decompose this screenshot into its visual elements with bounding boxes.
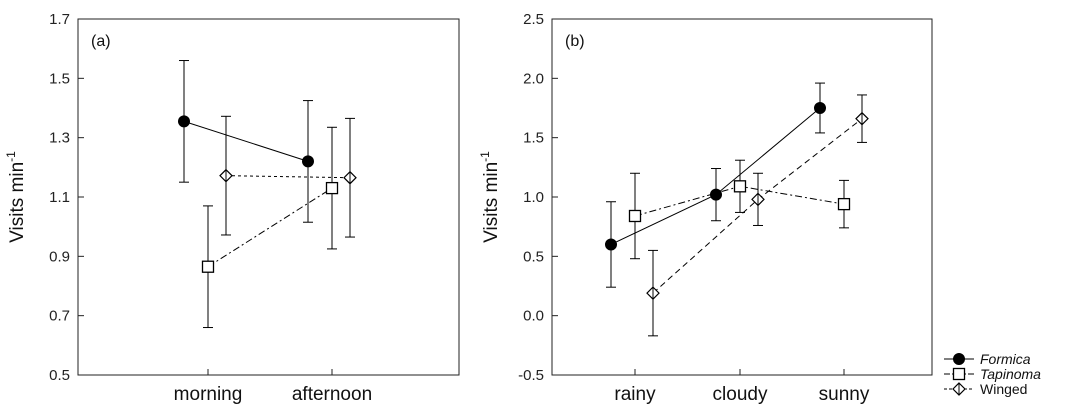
series-tapinoma — [628, 159, 851, 260]
y-tick-label: 1.5 — [49, 70, 70, 87]
data-point — [325, 181, 339, 195]
y-tick-label: 2.0 — [523, 70, 544, 87]
y-axis-label-text: Visits min — [7, 162, 28, 243]
y-tick-label: -0.5 — [518, 367, 544, 384]
x-category-label: cloudy — [713, 384, 768, 405]
x-category-label: afternoon — [292, 384, 372, 405]
panel-label: (b) — [565, 33, 585, 50]
legend-label: Formica — [980, 351, 1031, 367]
series-line — [225, 175, 351, 179]
data-point — [733, 180, 747, 193]
y-tick-label: 0.0 — [523, 308, 544, 325]
x-category-label: rainy — [614, 384, 656, 405]
legend-marker — [952, 367, 966, 381]
data-point — [837, 197, 851, 211]
y-tick-label: 2.5 — [523, 11, 544, 28]
series-line — [183, 120, 309, 162]
y-tick-label: 0.9 — [49, 248, 70, 265]
legend-item-tapinoma: Tapinoma — [944, 366, 1041, 382]
legend-label: Winged — [980, 381, 1027, 397]
data-point — [302, 155, 314, 168]
legend-marker — [952, 382, 966, 396]
series-winged — [219, 115, 357, 238]
legend-label: Tapinoma — [980, 366, 1041, 382]
series-tapinoma — [201, 126, 339, 329]
data-point — [219, 168, 233, 183]
x-category-label: morning — [174, 384, 243, 405]
y-axis-label-superscript: -1 — [478, 151, 492, 162]
plot-frame — [77, 18, 460, 376]
series-formica — [178, 60, 314, 223]
y-axis-label-superscript: -1 — [4, 151, 18, 162]
series-line — [207, 187, 333, 268]
data-point — [751, 192, 765, 207]
panel-b: -0.5 0.0 0.5 1.0 1.5 2.0 2.5 rainy cloudy sunny (b… — [478, 11, 933, 405]
data-point — [343, 170, 357, 185]
data-point — [201, 260, 215, 273]
data-point — [605, 238, 617, 251]
y-axis-label: Visits min-1 — [4, 151, 28, 243]
data-point — [646, 286, 660, 300]
y-tick-label: 1.0 — [523, 189, 544, 206]
data-point — [855, 111, 869, 126]
y-axis-label: Visits min-1 — [478, 151, 502, 243]
y-tick-label: 0.7 — [49, 308, 70, 325]
panel-label: (a) — [91, 33, 111, 50]
y-tick-label: 0.5 — [523, 248, 544, 265]
y-axis-label-text: Visits min — [481, 162, 502, 243]
y-tick-label: 1.1 — [49, 189, 70, 206]
y-tick-label: 0.5 — [49, 367, 70, 384]
y-tick-label: 1.7 — [49, 11, 70, 28]
data-point — [628, 209, 642, 223]
legend-marker — [953, 353, 965, 365]
series-formica — [605, 82, 826, 288]
data-point — [178, 115, 190, 128]
data-point — [814, 102, 826, 114]
panel-a: 0.5 0.7 0.9 1.1 1.3 1.5 1.7 morning afternoon (a)… — [4, 11, 460, 405]
y-tick-label: 1.3 — [49, 130, 70, 147]
legend-item-formica: Formica — [944, 351, 1031, 367]
x-category-label: sunny — [819, 384, 870, 405]
series-winged — [646, 94, 869, 337]
legend-item-winged: Winged — [944, 381, 1027, 397]
y-tick-label: 1.5 — [523, 130, 544, 147]
plot-frame — [551, 18, 933, 376]
